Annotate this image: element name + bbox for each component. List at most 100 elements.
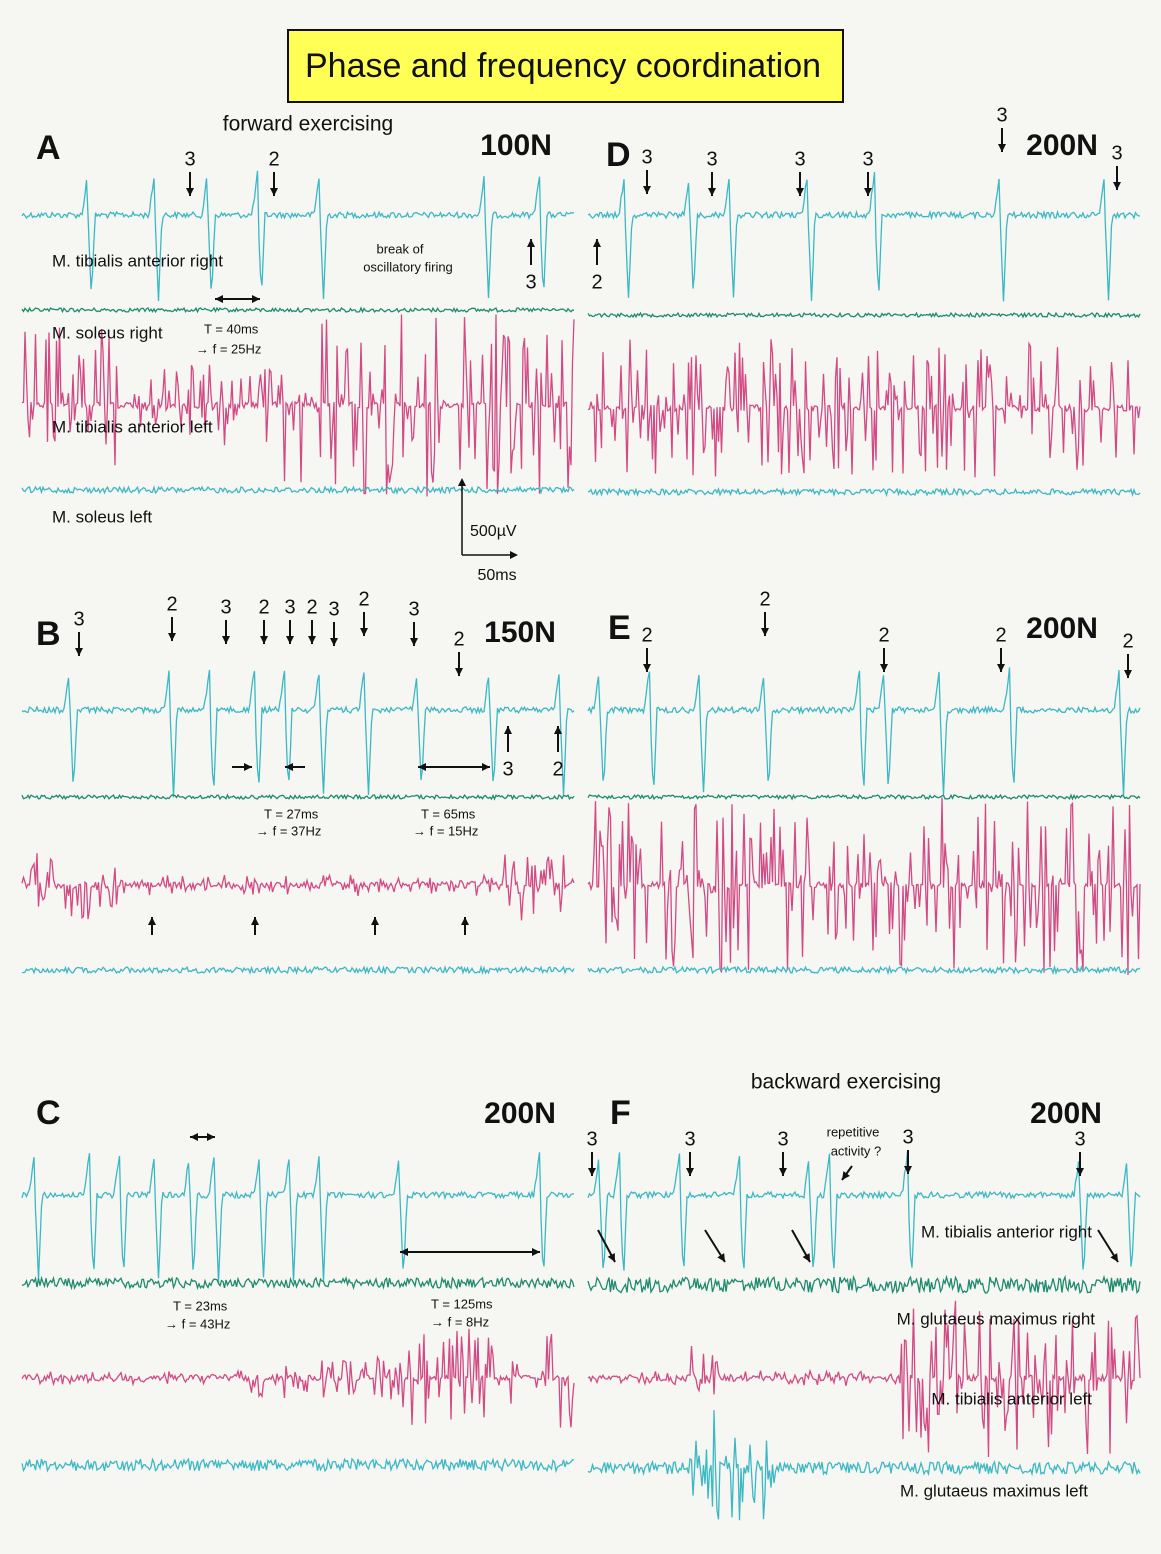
emg-trace <box>21 484 575 495</box>
arrow-head <box>482 763 490 771</box>
arrow-head <box>252 295 260 303</box>
arrow-head <box>997 664 1005 672</box>
arrow-head <box>190 1133 198 1141</box>
panel-letter: B <box>36 615 61 653</box>
arrow-head <box>400 1248 408 1256</box>
marker-number: 2 <box>552 758 563 780</box>
marker-number: 3 <box>684 1128 695 1150</box>
emg-trace <box>587 1300 1141 1458</box>
force-label: 200N <box>1026 612 1098 645</box>
marker-number: 3 <box>777 1128 788 1150</box>
marker-number: 2 <box>258 596 269 618</box>
emg-trace <box>587 964 1141 976</box>
arrow-head <box>360 628 368 636</box>
period: T = 23ms <box>173 1298 228 1313</box>
marker-number: 2 <box>358 588 369 610</box>
marker-number: 3 <box>862 148 873 170</box>
marker-number: 3 <box>525 271 536 293</box>
arrow-head <box>1076 1168 1084 1176</box>
arrow-head <box>802 1253 810 1262</box>
note: activity ? <box>831 1143 882 1158</box>
arrow-head <box>371 917 379 925</box>
arrow-head <box>1113 182 1121 190</box>
emg-trace <box>587 1151 1141 1271</box>
marker-number: 2 <box>1122 630 1133 652</box>
arrow-head <box>168 633 176 641</box>
arrow-head <box>880 664 888 672</box>
emg-trace <box>21 853 575 921</box>
arrow-head <box>75 648 83 656</box>
marker-number: 3 <box>73 608 84 630</box>
emg-trace <box>21 1275 575 1291</box>
arrow-head <box>904 1166 912 1174</box>
marker-number: 2 <box>641 624 652 646</box>
note: break of <box>377 241 424 256</box>
arrow-head <box>842 1171 850 1180</box>
marker-number: 3 <box>284 596 295 618</box>
arrow-head <box>330 638 338 646</box>
arrow-head <box>1110 1253 1118 1262</box>
emg-trace <box>587 1410 1141 1521</box>
arrow-head <box>504 726 512 734</box>
marker-number: 3 <box>706 148 717 170</box>
arrow-head <box>643 664 651 672</box>
panel-letter: E <box>608 609 631 647</box>
arrow-head <box>308 636 316 644</box>
marker-number: 2 <box>995 624 1006 646</box>
marker-number: 3 <box>408 598 419 620</box>
emg-trace <box>21 964 575 976</box>
panel-letter: D <box>606 136 631 174</box>
frequency: → f = 25Hz <box>196 341 261 356</box>
marker-number: 2 <box>453 628 464 650</box>
marker-number: 2 <box>878 624 889 646</box>
muscle-label: M. tibialis anterior right <box>921 1222 1092 1241</box>
panel-letter: C <box>36 1094 61 1132</box>
title-box <box>287 29 844 103</box>
marker-number: 3 <box>902 1126 913 1148</box>
note: oscillatory firing <box>363 259 453 274</box>
marker-number: 3 <box>996 104 1007 126</box>
emg-trace <box>587 486 1141 498</box>
muscle-label: M. tibialis anterior right <box>52 251 223 270</box>
note: repetitive <box>827 1124 880 1139</box>
muscle-label: M. soleus right <box>52 323 163 342</box>
heading: backward exercising <box>751 1071 941 1094</box>
emg-trace <box>587 797 1141 976</box>
arrow-head <box>260 636 268 644</box>
arrow-head <box>285 763 293 771</box>
arrow-head <box>708 188 716 196</box>
period: T = 125ms <box>431 1296 493 1311</box>
panel-letter: A <box>36 129 61 167</box>
force-label: 200N <box>484 1097 556 1130</box>
arrow-head <box>410 638 418 646</box>
arrow-head <box>186 188 194 196</box>
force-label: 200N <box>1030 1097 1102 1130</box>
arrow-head <box>1124 670 1132 678</box>
muscle-label: M. glutaeus maximus left <box>900 1481 1088 1500</box>
marker-number: 2 <box>591 271 602 293</box>
muscle-label: M. tibialis anterior left <box>931 1389 1092 1408</box>
marker-number: 3 <box>184 148 195 170</box>
force-label: 150N <box>484 616 556 649</box>
arrow-head <box>761 628 769 636</box>
emg-trace <box>587 172 1141 302</box>
scale-label: 500µV <box>470 523 517 540</box>
arrow-head <box>717 1253 725 1262</box>
arrow-head <box>998 144 1006 152</box>
scale-label: 50ms <box>477 567 516 584</box>
arrow-head <box>251 917 259 925</box>
marker-number: 3 <box>1074 1128 1085 1150</box>
period: T = 65ms <box>421 806 476 821</box>
arrow-head <box>148 917 156 925</box>
frequency: → f = 8Hz <box>431 1314 489 1329</box>
muscle-label: M. tibialis anterior left <box>52 417 213 436</box>
frequency: → f = 37Hz <box>256 823 321 838</box>
muscle-label: M. glutaeus maximus right <box>897 1309 1096 1328</box>
marker-number: 2 <box>166 593 177 615</box>
arrow-head <box>527 239 535 247</box>
marker-number: 3 <box>794 148 805 170</box>
emg-trace <box>587 1274 1141 1295</box>
arrow-head <box>686 1168 694 1176</box>
